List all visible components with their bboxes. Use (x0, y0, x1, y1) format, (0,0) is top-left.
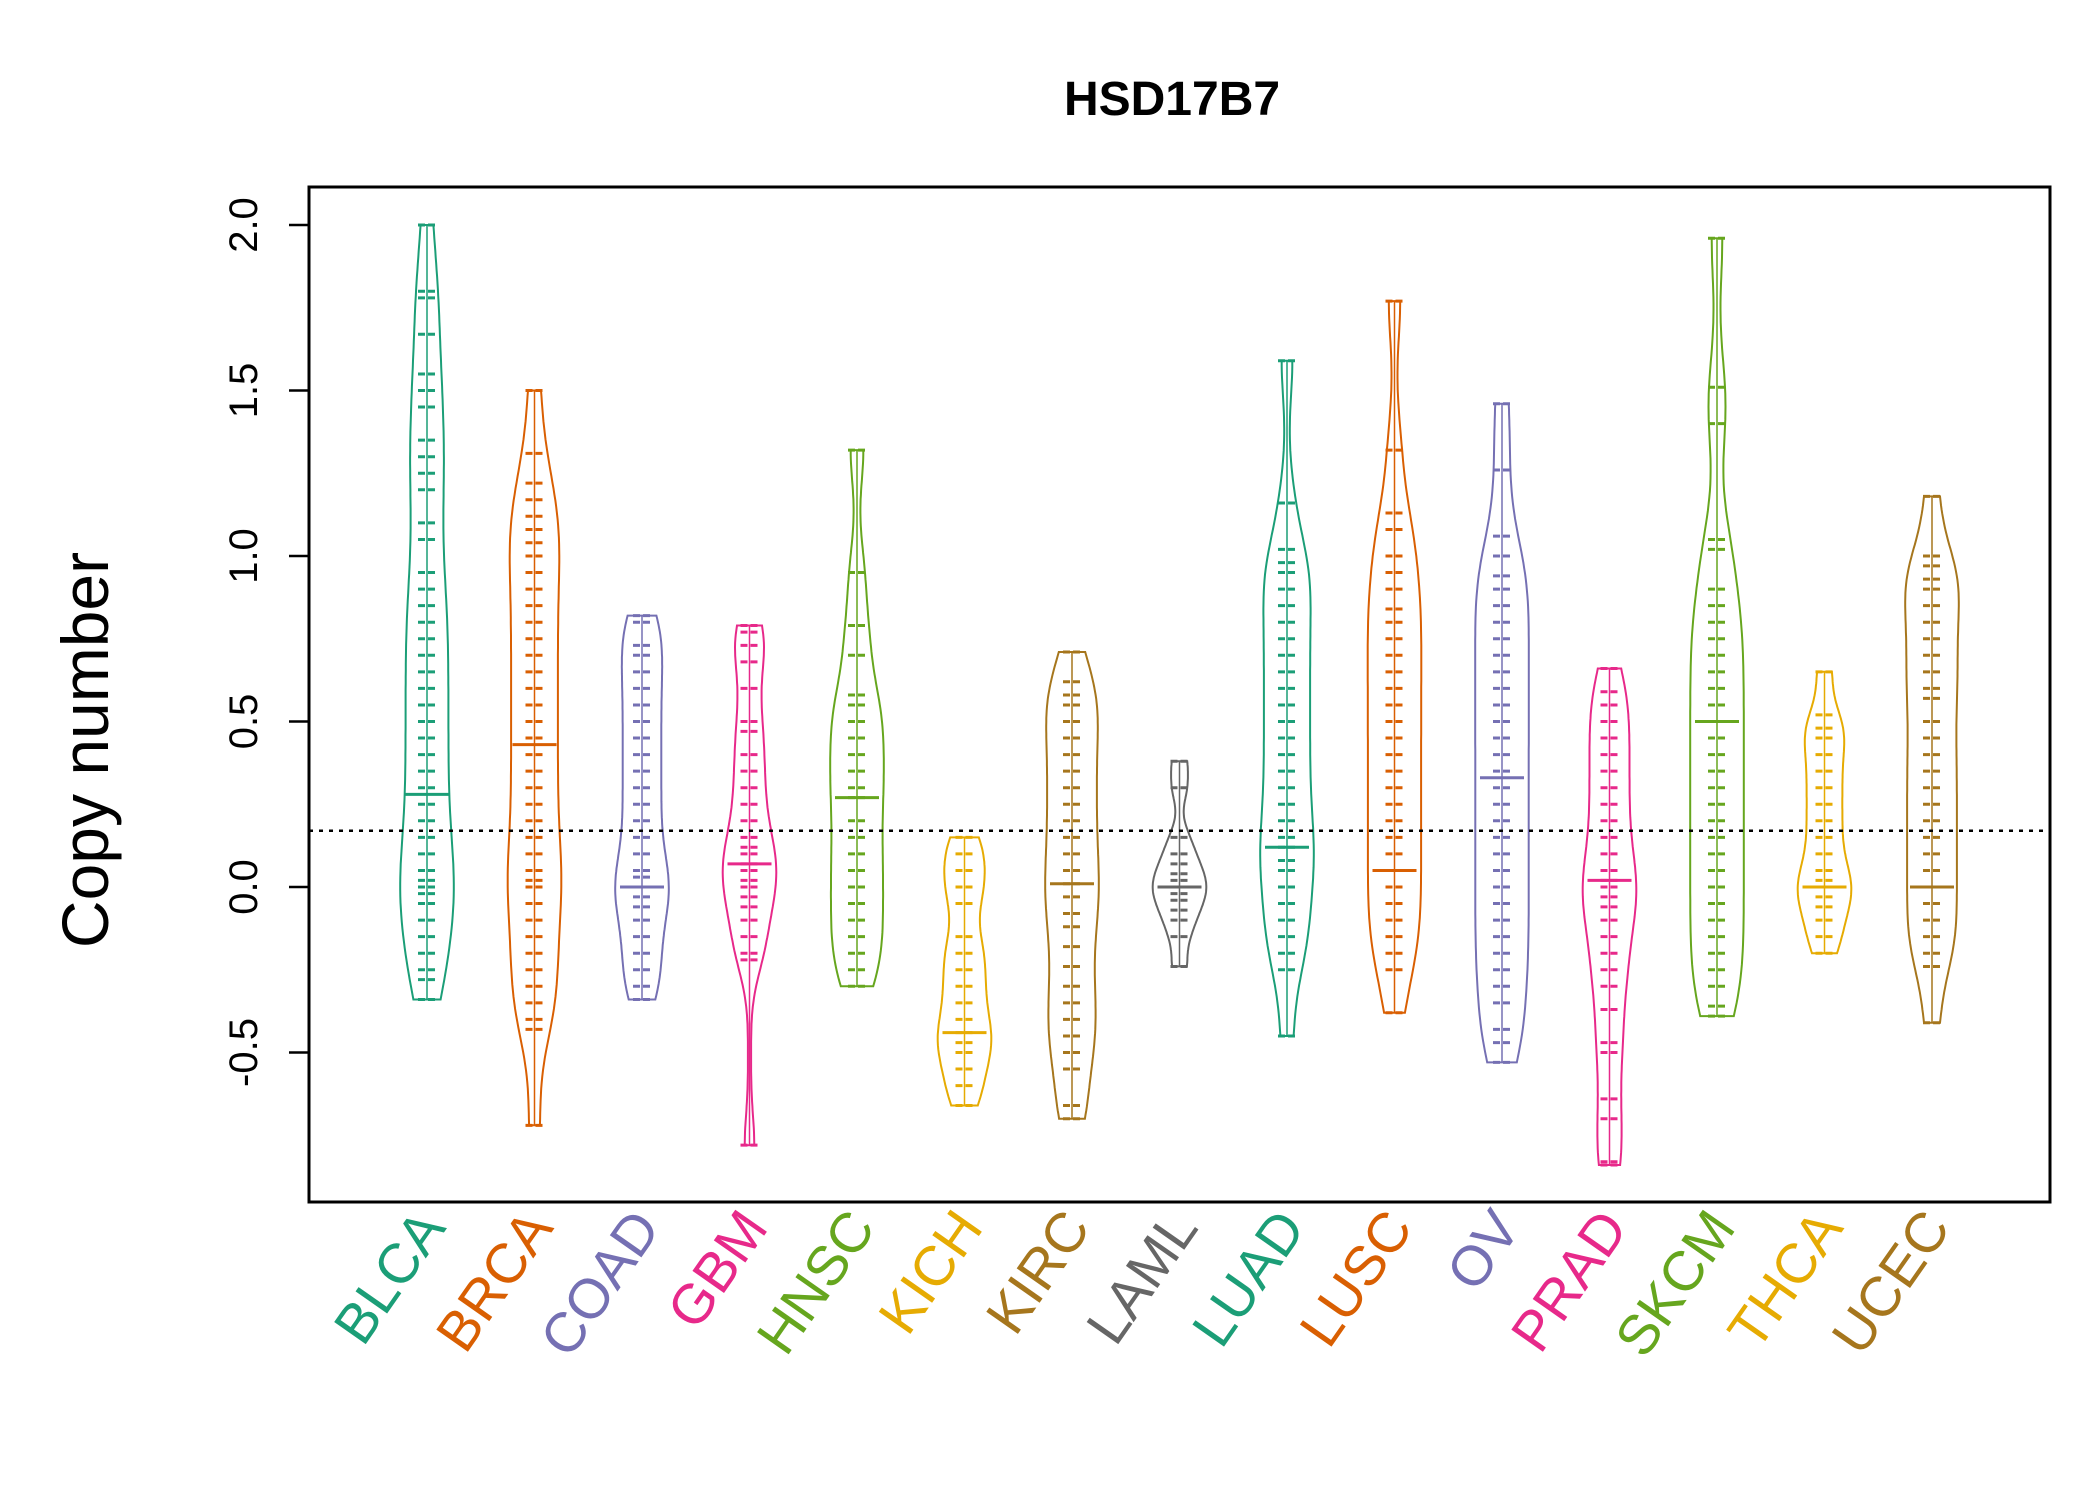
bean-ucec (1904, 494, 1960, 1025)
y-tick-label: 0.0 (222, 859, 266, 915)
bean-skcm (1689, 236, 1745, 1018)
bean-coad (614, 614, 670, 1002)
x-tick-label: HNSC (744, 1199, 887, 1365)
y-tick-label: 0.5 (222, 694, 266, 750)
y-axis-label: Copy number (48, 552, 122, 948)
bean-kich (936, 835, 993, 1107)
plot-frame (307, 185, 2052, 1204)
x-tick-label: SKCM (1602, 1199, 1746, 1368)
bean-ov (1474, 402, 1530, 1064)
x-tick-label: LUAD (1180, 1199, 1317, 1358)
bean-blca (399, 223, 455, 1002)
bean-luad (1259, 359, 1315, 1038)
x-tick-label: OV (1434, 1198, 1532, 1301)
x-tick-label: UCEC (1819, 1199, 1962, 1365)
x-tick-label: LAML (1074, 1199, 1210, 1355)
y-tick-label: 1.0 (222, 528, 266, 584)
y-tick-label: 2.0 (222, 197, 266, 253)
bean-prad (1581, 667, 1638, 1167)
bean-laml (1151, 759, 1208, 968)
chart-title: HSD17B7 (1064, 73, 1280, 126)
beans-layer (399, 223, 1960, 1167)
bean-thca (1796, 670, 1853, 955)
x-tick-label: COAD (527, 1199, 671, 1368)
bean-brca (506, 389, 563, 1127)
y-tick-label: -0.5 (222, 1018, 266, 1087)
bean-hnsc (829, 448, 885, 988)
y-axis: -0.5 0.0 0.5 1.0 1.5 2.0 (222, 197, 309, 1087)
bean-gbm (721, 624, 778, 1147)
bean-kirc (1044, 650, 1100, 1121)
bean-lusc (1366, 299, 1423, 1015)
y-tick-label: 1.5 (222, 363, 266, 419)
x-tick-label: KICH (866, 1199, 994, 1345)
x-tick-label: LUSC (1287, 1199, 1424, 1358)
